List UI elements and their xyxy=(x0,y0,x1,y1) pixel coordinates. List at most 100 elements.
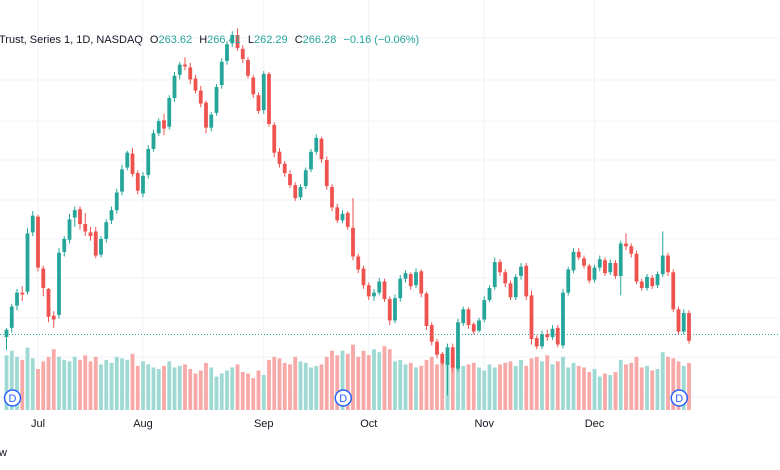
candle-body xyxy=(372,292,376,297)
candle xyxy=(51,311,56,328)
candle xyxy=(172,72,177,102)
volume-bar xyxy=(204,362,208,410)
candle-body xyxy=(639,281,644,288)
candle-body xyxy=(618,243,623,276)
volume-bar xyxy=(4,355,9,410)
candle xyxy=(83,212,88,237)
candle-body xyxy=(146,148,151,175)
volume-bar xyxy=(30,358,35,410)
candle-body xyxy=(377,281,382,293)
candle-body xyxy=(361,268,366,286)
candle-body xyxy=(534,338,539,347)
candle-body xyxy=(440,353,445,364)
dividend-marker[interactable]: D xyxy=(670,389,688,407)
candle-body xyxy=(251,77,256,95)
candle-body xyxy=(566,269,571,293)
volume-bar xyxy=(303,362,308,410)
candle-body xyxy=(629,246,634,254)
candle xyxy=(261,71,266,114)
volume-bar xyxy=(288,364,292,410)
candle xyxy=(419,269,424,298)
volume-bar xyxy=(513,365,518,410)
candle xyxy=(25,227,30,295)
volume-bar xyxy=(660,352,665,410)
volume-bar xyxy=(72,356,77,410)
candle xyxy=(88,226,93,241)
candle xyxy=(393,294,397,324)
candle-body xyxy=(676,309,681,332)
candle-body xyxy=(571,251,576,271)
candle-body xyxy=(561,292,565,346)
candle xyxy=(314,134,319,155)
candle-body xyxy=(655,274,660,286)
candle-body xyxy=(246,60,250,76)
candle-body xyxy=(582,258,586,266)
candle-body xyxy=(4,329,9,338)
candle xyxy=(240,45,245,63)
candle-body xyxy=(666,255,670,273)
candle xyxy=(571,248,576,274)
candle xyxy=(351,198,355,261)
candle-body xyxy=(387,299,392,321)
candle-body xyxy=(282,163,287,174)
candle xyxy=(645,274,649,291)
dividend-marker-circle xyxy=(3,389,22,407)
candle-body xyxy=(471,324,476,332)
candle xyxy=(104,219,109,243)
volume-bar xyxy=(645,365,649,410)
dividend-marker-circle xyxy=(670,389,688,407)
volume-bar xyxy=(209,367,214,410)
candle xyxy=(356,253,361,274)
candle-body xyxy=(15,292,19,306)
candle xyxy=(282,161,287,177)
candle xyxy=(167,95,172,130)
dividend-marker[interactable]: D xyxy=(334,389,352,407)
candle-body xyxy=(99,238,103,255)
candle xyxy=(555,325,560,348)
candle xyxy=(72,206,77,227)
candle-body xyxy=(156,121,161,134)
dividend-marker-label: D xyxy=(9,393,17,405)
volume-bar xyxy=(324,356,329,410)
change-value: −0.16 (−0.06%) xyxy=(343,34,419,46)
dividend-marker[interactable]: D xyxy=(3,389,22,407)
volume-bar xyxy=(104,359,109,410)
candle-body xyxy=(67,219,72,240)
volume-bar xyxy=(519,359,523,410)
candle-body xyxy=(587,265,592,281)
volume-bar xyxy=(487,364,492,410)
volume-bar xyxy=(603,373,607,410)
volume-bar xyxy=(655,368,660,410)
candle-body xyxy=(503,272,508,284)
candle xyxy=(345,211,350,230)
candle-body xyxy=(314,137,319,152)
volume-bar xyxy=(251,378,256,410)
candle-body xyxy=(130,153,135,174)
candle xyxy=(30,211,35,237)
low-label: L xyxy=(248,34,254,46)
candle xyxy=(534,335,539,350)
candle xyxy=(372,288,376,301)
candle-body xyxy=(151,133,156,149)
candle-body xyxy=(167,98,172,127)
candle-body xyxy=(162,120,166,129)
volume-bar xyxy=(424,359,429,410)
candle-body xyxy=(550,328,555,338)
candle xyxy=(251,74,256,98)
candle-body xyxy=(104,222,109,239)
candle xyxy=(235,28,240,51)
candle-body xyxy=(93,231,98,256)
candle xyxy=(566,266,571,296)
volume-bar xyxy=(613,372,618,410)
candle-body xyxy=(78,209,82,225)
candle-body xyxy=(414,272,418,286)
candle xyxy=(99,236,103,258)
candle-body xyxy=(645,276,649,288)
candle xyxy=(135,170,140,195)
candle xyxy=(440,351,445,365)
volume-bar xyxy=(366,355,371,410)
candle-body xyxy=(230,34,235,44)
